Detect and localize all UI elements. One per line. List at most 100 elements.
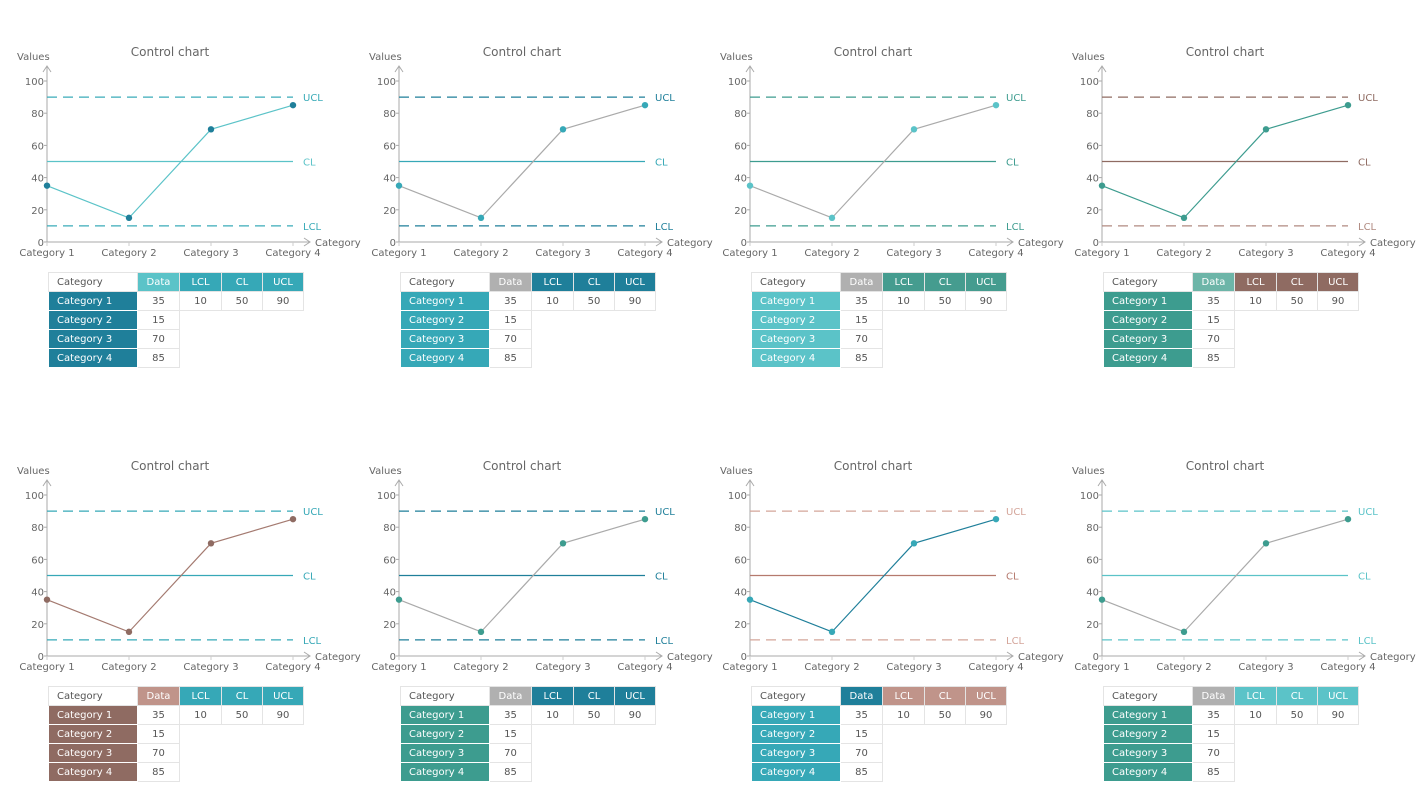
ucl-label: UCL <box>1358 93 1378 104</box>
y-axis-label: Values <box>17 466 50 477</box>
table-value-cell: 85 <box>137 348 180 368</box>
table-value-cell: 10 <box>531 705 574 725</box>
table-category-cell: Category 4 <box>1103 348 1193 368</box>
table-header-ucl: UCL <box>1317 686 1359 706</box>
lcl-label: LCL <box>1358 636 1377 647</box>
table-category-cell: Category 2 <box>48 724 138 744</box>
table-row: Category 4 85 <box>48 762 304 782</box>
x-tick-label: Category 2 <box>101 248 156 259</box>
y-axis-arrow-icon <box>745 65 755 73</box>
table-row: Category 2 15 <box>751 724 1007 744</box>
table-value-cell: 90 <box>1317 705 1359 725</box>
table-value-cell: 50 <box>221 291 263 311</box>
data-point <box>43 596 51 603</box>
data-point <box>477 628 485 636</box>
x-tick-label: Category 2 <box>101 662 156 673</box>
data-point <box>992 101 1000 109</box>
data-point <box>477 214 485 222</box>
y-tick-label: 0 <box>741 238 747 249</box>
table-row: Category 1 35 10 50 90 <box>1103 705 1359 725</box>
table-value-cell: 10 <box>1234 291 1277 311</box>
table-value-cell: 50 <box>221 705 263 725</box>
lcl-label: LCL <box>1006 222 1025 233</box>
table-row: Category 2 15 <box>400 310 656 330</box>
table-row: Category 2 15 <box>1103 310 1359 330</box>
table-category-cell: Category 4 <box>751 762 841 782</box>
table-header-category: Category <box>48 272 138 292</box>
table-value-cell: 10 <box>179 705 222 725</box>
table-row: Category 2 15 <box>48 724 304 744</box>
table-value-cell: 70 <box>137 329 180 349</box>
x-tick-label: Category 3 <box>886 662 941 673</box>
chart-title: Control chart <box>131 459 210 473</box>
table-header-cl: CL <box>221 272 263 292</box>
y-tick-label: 100 <box>1080 491 1099 502</box>
table-row: Category 3 70 <box>48 329 304 349</box>
table-row: Category 1 35 10 50 90 <box>400 291 656 311</box>
x-tick-label: Category 2 <box>1156 248 1211 259</box>
table-header-data: Data <box>489 272 532 292</box>
table-header-data: Data <box>137 686 180 706</box>
table-row: Category 1 35 10 50 90 <box>48 291 304 311</box>
table-value-cell: 85 <box>840 762 883 782</box>
x-tick-label: Category 1 <box>371 662 426 673</box>
table-category-cell: Category 1 <box>1103 291 1193 311</box>
y-tick-label: 0 <box>390 652 396 663</box>
x-tick-label: Category 4 <box>1320 662 1375 673</box>
table-category-cell: Category 2 <box>751 310 841 330</box>
table-value-cell: 50 <box>573 705 615 725</box>
table-category-cell: Category 4 <box>1103 762 1193 782</box>
table-header-category: Category <box>48 686 138 706</box>
table-category-cell: Category 4 <box>400 762 490 782</box>
cl-label: CL <box>303 572 316 583</box>
y-tick-label: 80 <box>31 523 44 534</box>
table-row: Category 2 15 <box>751 310 1007 330</box>
x-tick-label: Category 3 <box>1238 662 1293 673</box>
x-tick-label: Category 3 <box>1238 248 1293 259</box>
table-header-data: Data <box>840 272 883 292</box>
y-tick-label: 100 <box>377 77 396 88</box>
y-tick-label: 40 <box>1086 174 1099 185</box>
x-tick-label: Category 1 <box>722 662 777 673</box>
cl-label: CL <box>303 158 316 169</box>
y-axis-label: Values <box>1072 52 1105 63</box>
x-tick-label: Category 4 <box>265 248 320 259</box>
control-chart-1: Control chart Values Category 0 20 40 60 80 100 C… <box>17 45 361 259</box>
ucl-label: UCL <box>303 507 323 518</box>
table-value-cell: 85 <box>1192 348 1235 368</box>
x-axis-arrow-icon <box>1006 237 1014 247</box>
table-value-cell: 10 <box>531 291 574 311</box>
x-tick-label: Category 4 <box>1320 248 1375 259</box>
x-tick-label: Category 3 <box>535 248 590 259</box>
x-tick-label: Category 4 <box>617 662 672 673</box>
table-category-cell: Category 1 <box>48 705 138 725</box>
y-axis-arrow-icon <box>1097 479 1107 487</box>
table-header-data: Data <box>489 686 532 706</box>
x-tick-label: Category 2 <box>453 662 508 673</box>
table-header-ucl: UCL <box>965 686 1007 706</box>
x-axis-label: Category <box>315 238 361 249</box>
data-point <box>1180 214 1188 222</box>
table-header-cl: CL <box>221 686 263 706</box>
x-axis-arrow-icon <box>655 651 663 661</box>
chart-title: Control chart <box>483 45 562 59</box>
y-tick-label: 80 <box>31 109 44 120</box>
table-row: Category 3 70 <box>751 743 1007 763</box>
data-series-line <box>749 518 997 633</box>
x-tick-label: Category 2 <box>804 248 859 259</box>
table-header-cl: CL <box>1276 686 1318 706</box>
y-tick-label: 80 <box>383 109 396 120</box>
y-tick-label: 60 <box>734 555 747 566</box>
table-value-cell: 15 <box>840 310 883 330</box>
table-category-cell: Category 4 <box>48 348 138 368</box>
data-point <box>746 182 754 189</box>
data-series-line <box>46 518 294 633</box>
table-category-cell: Category 2 <box>400 310 490 330</box>
table-value-cell: 15 <box>840 724 883 744</box>
table-header-ucl: UCL <box>262 686 304 706</box>
table-value-cell: 70 <box>489 743 532 763</box>
data-point <box>43 182 51 189</box>
x-tick-label: Category 4 <box>968 248 1023 259</box>
data-point <box>1262 540 1270 547</box>
x-tick-label: Category 1 <box>1074 662 1129 673</box>
